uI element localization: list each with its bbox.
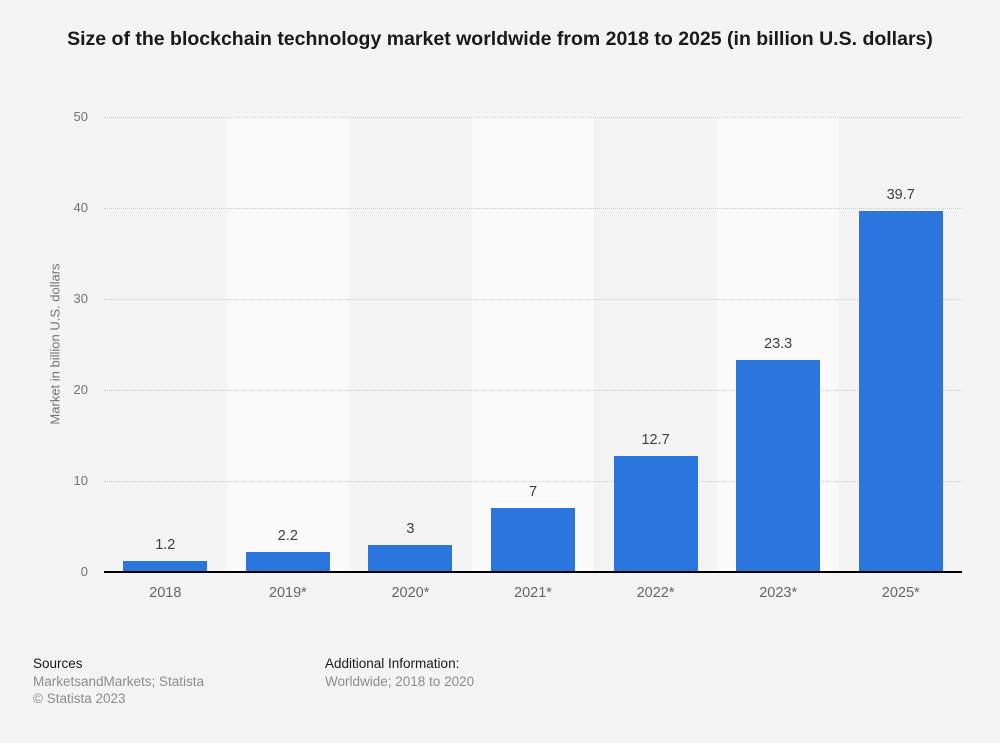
sources-label: Sources [33, 656, 83, 671]
value-label-2021*: 7 [528, 484, 538, 501]
value-label-2022*: 12.7 [641, 432, 670, 449]
y-tick-20: 20 [73, 382, 88, 397]
x-axis-line [104, 571, 962, 573]
gridline-10 [104, 481, 962, 482]
x-tick-2018: 2018 [149, 585, 182, 601]
sources-block: Sources MarketsandMarkets; Statista © St… [33, 655, 204, 708]
bar-2019*[interactable] [245, 551, 330, 572]
copyright-text: © Statista 2023 [33, 691, 126, 706]
y-tick-30: 30 [73, 291, 88, 306]
value-label-2020*: 3 [406, 520, 415, 537]
chart-title: Size of the blockchain technology market… [67, 28, 933, 50]
bar-2021*[interactable] [491, 508, 575, 572]
gridline-40 [104, 208, 962, 209]
value-label-2025*: 39.7 [886, 186, 915, 203]
x-tick-2023*: 2023* [759, 585, 798, 601]
bar-2022*[interactable] [613, 456, 698, 572]
y-tick-10: 10 [73, 473, 88, 488]
additional-info-block: Additional Information: Worldwide; 2018 … [325, 655, 474, 690]
bar-2018[interactable] [123, 561, 208, 572]
plot-band-2021* [471, 117, 595, 572]
plot-band-2019* [226, 117, 350, 572]
x-tick-2020*: 2020* [391, 585, 430, 601]
plot-area: 1.2 2.2 3 7 12.7 23.3 39.7 [104, 117, 962, 573]
y-tick-0: 0 [80, 564, 88, 579]
y-tick-50: 50 [73, 109, 88, 124]
y-axis-title: Market in billion U.S. dollars [47, 263, 63, 425]
bar-2020*[interactable] [368, 544, 453, 572]
gridline-50 [104, 117, 962, 118]
x-tick-2025*: 2025* [881, 585, 920, 601]
value-label-2018: 1.2 [155, 537, 176, 554]
sources-value: MarketsandMarkets; Statista [33, 673, 205, 689]
y-tick-40: 40 [73, 200, 88, 215]
value-label-2023*: 23.3 [764, 335, 793, 352]
bar-2025*[interactable] [858, 210, 943, 572]
x-tick-2021*: 2021* [514, 585, 552, 601]
additional-info-value: Worldwide; 2018 to 2020 [325, 673, 475, 689]
x-tick-2022*: 2022* [636, 585, 675, 601]
value-label-2019*: 2.2 [277, 527, 298, 544]
bar-2023*[interactable] [736, 359, 821, 572]
gridline-30 [104, 299, 962, 300]
x-tick-2019*: 2019* [268, 585, 307, 601]
additional-info-label: Additional Information: [325, 656, 460, 671]
gridline-20 [104, 390, 962, 391]
